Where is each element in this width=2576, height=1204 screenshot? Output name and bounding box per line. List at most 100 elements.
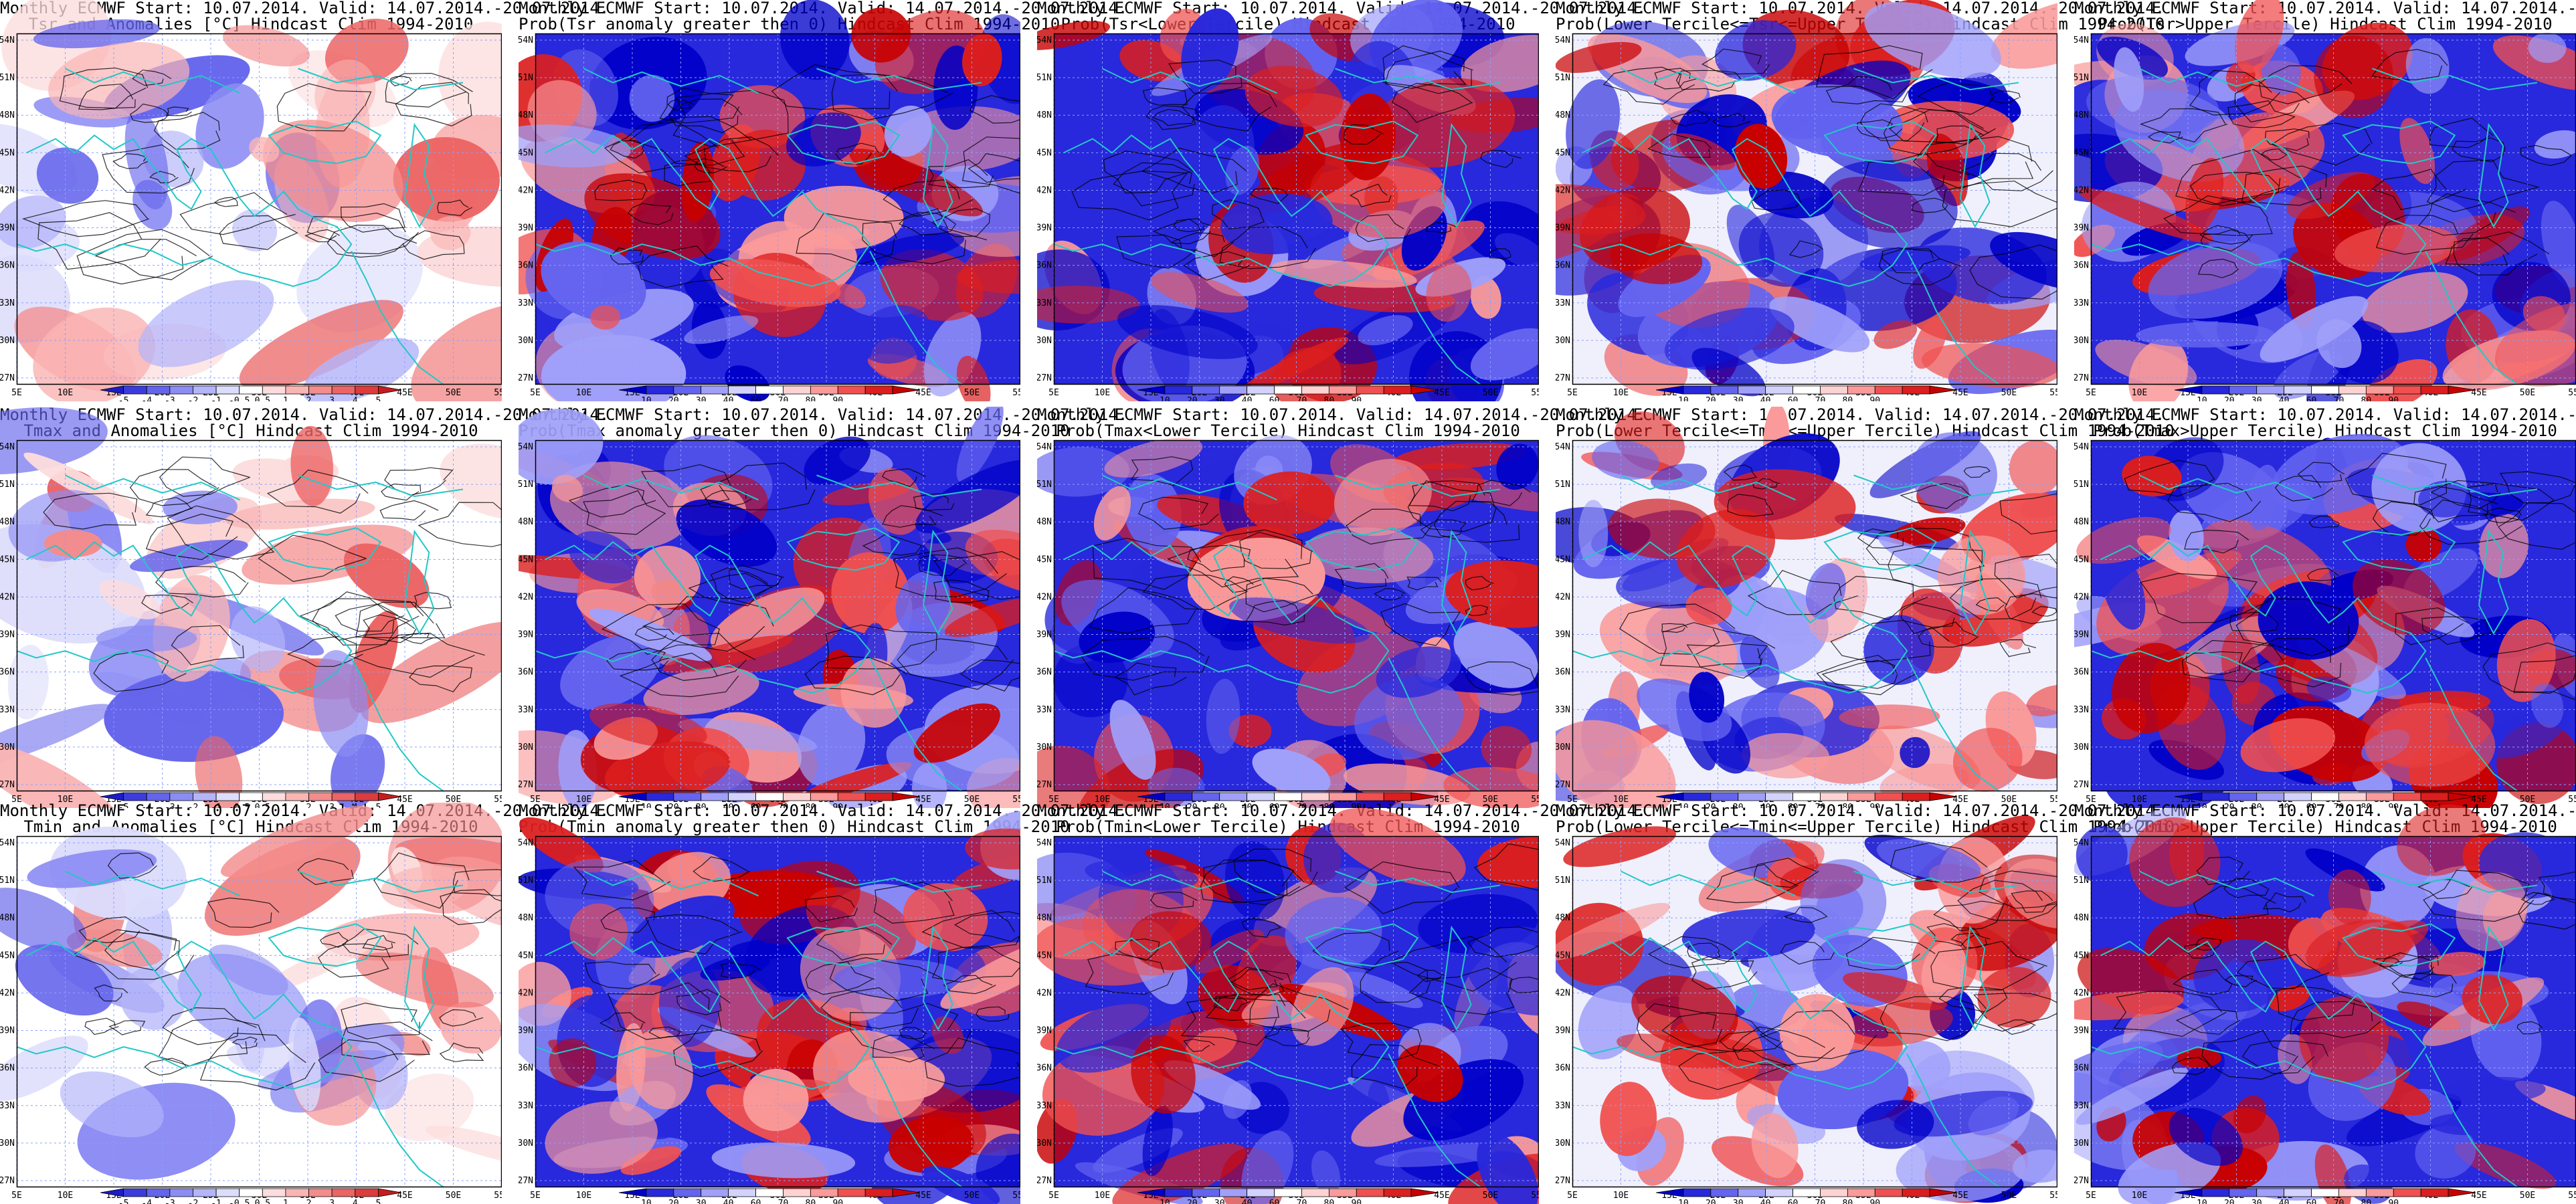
coastline [1441,122,1472,228]
contour-line [2173,969,2233,995]
lon-tick-label: 5E [11,1191,22,1201]
contour-line [668,98,743,133]
field-blob [1037,21,1111,50]
field-blob [2454,1142,2557,1189]
field-blob [249,136,280,163]
colorbar-label: 10 [1160,396,1170,401]
contour-line [968,153,1020,183]
contour-line [2344,452,2448,506]
contour-line [1150,891,1198,910]
contour-line [1816,45,1933,100]
lat-tick-label: 33N [519,1101,533,1111]
contour-line [1888,109,1996,143]
contour-line [2445,237,2510,266]
contour-line [729,565,784,590]
lon-tick-label: 50E [2001,795,2017,805]
lat-tick-label: 42N [2074,185,2089,195]
colorbar-segment [646,792,674,801]
lon-tick-label: 55E [1012,795,1020,805]
contour-line [159,456,251,497]
lat-tick-label: 33N [1037,705,1052,715]
colorbar-label: 1 [283,803,288,808]
colorbar-segment [2229,792,2258,801]
panel-title-line1: Monthly ECMWF Start: 10.07.2014. Valid: … [2074,405,2576,424]
contour-line [1384,50,1467,89]
contour-line [970,95,1020,124]
contour-line [804,656,908,696]
colorbar-segment [308,385,333,395]
contour-line [1380,603,1461,646]
field-blob [541,334,686,401]
colorbar-label: 80 [1843,1199,1853,1204]
colorbar: 10 20 30 40 60 70 80 90 [1655,792,1958,808]
field-blob [1220,193,1333,255]
coastline [1906,658,2000,792]
field-blob [1470,276,1501,319]
lon-tick-label: 10E [1095,388,1110,398]
lat-tick-label: 51N [2074,480,2089,490]
colorbar-label: 10 [1678,803,1689,808]
map-field [519,0,1020,401]
colorbar-label: -3 [165,803,175,808]
contour-line [219,215,298,250]
contour-line [409,665,472,693]
field-blob [1131,1034,1196,1114]
colorbar-label: 20 [1706,803,1716,808]
contour-line [1619,603,1736,656]
colorbar-segment [1383,385,1412,395]
field-blob [1104,437,1203,478]
contour-line [2260,148,2288,161]
contour-line [1145,105,1201,130]
colorbar-segment [215,792,240,801]
contour-line [2175,1009,2241,1035]
lon-tick-label: 55E [1012,388,1020,398]
contour-line [1166,529,1303,588]
colorbar-label: 70 [1297,803,1307,808]
field-blob [381,866,468,910]
colorbar-label: 30 [696,803,707,808]
contour-line [1433,500,1520,543]
contour-line [676,989,731,1015]
colorbar-segment [701,792,729,801]
lat-tick-label: 48N [2074,517,2089,527]
contour-line [1647,936,1738,969]
colorbar-segment [1902,792,1930,801]
contour-line [379,500,439,521]
contour-line [1900,602,1965,635]
field-blob [834,284,866,309]
field-blob [700,955,770,981]
contour-line [672,90,789,147]
field-blob [1741,732,1830,779]
colorbar-segment [377,1188,402,1197]
colorbar-label: 20 [1706,396,1716,401]
colorbar-label: 80 [1324,1199,1335,1204]
colorbar-label: 60 [2306,1199,2317,1204]
contour-line [1930,940,2047,991]
coastline [922,122,953,228]
coastline [2372,68,2538,91]
colorbar-segment [2420,792,2449,801]
lat-tick-label: 39N [0,630,15,640]
colorbar-segment [285,385,309,395]
contour-line [1723,464,1758,481]
contour-line [2234,84,2310,122]
field-blob [208,944,288,996]
coastline [1621,870,1796,897]
contour-line [2379,952,2439,981]
field-blob [786,112,861,167]
panel-title-line2: Prob(Tsr>Upper Tercile) Hindcast Clim 19… [2098,15,2553,33]
map-area [519,811,1020,1204]
lat-tick-label: 54N [0,838,15,848]
colorbar-label: 10 [2197,396,2207,401]
contour-line [1963,466,1991,478]
contour-line [1130,456,1194,486]
map-panel: Monthly ECMWF Start: 10.07.2014. Valid: … [519,407,1127,808]
contour-line [342,928,419,958]
contour-line [1263,1026,1310,1047]
colorbar-label: 1 [283,1199,288,1204]
colorbar-segment [1874,792,1903,801]
lat-tick-label: 36N [2074,261,2089,271]
field-blob [1578,500,1608,567]
colorbar: -5 -4 -3 -2 -1 -0.5 0.5 1 2 3 4 5 [100,792,402,808]
colorbar: -5 -4 -3 -2 -1 -0.5 0.5 1 2 3 4 5 [100,1188,402,1204]
